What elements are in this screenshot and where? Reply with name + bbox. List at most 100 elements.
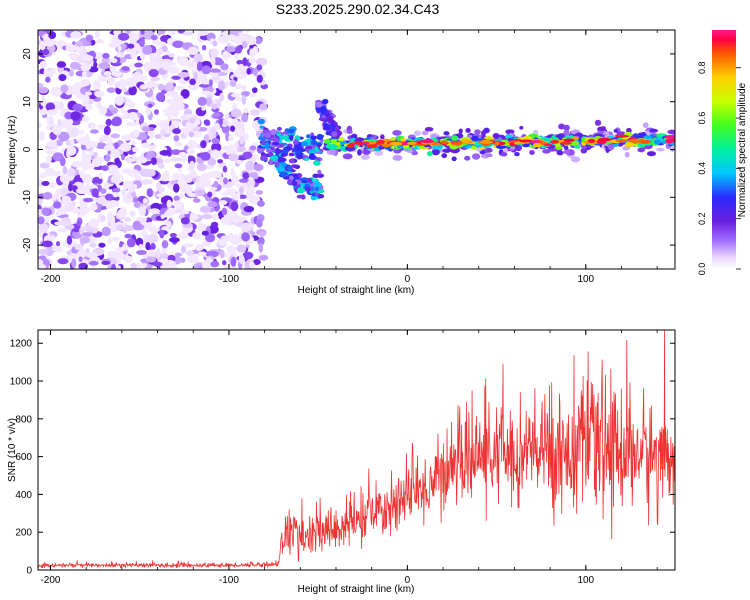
heatmap-signal-halo-cell (622, 146, 629, 151)
heatmap-noise-cell (209, 68, 221, 73)
heatmap-noise-cell (196, 61, 203, 72)
heatmap-noise-cell (255, 190, 264, 195)
heatmap-noise-cell (236, 244, 247, 253)
heatmap-noise-cell (233, 128, 246, 138)
heatmap-noise-cell (127, 43, 135, 49)
heatmap-signal-halo-cell (430, 134, 437, 139)
heatmap-noise-cell (141, 142, 151, 148)
heatmap-signal-halo-cell (594, 119, 602, 126)
snr-ytick-label: 1200 (10, 339, 33, 350)
heatmap-noise-cell (70, 31, 82, 40)
heatmap-noise-cell (161, 61, 171, 71)
heatmap-signal-peak-cell (440, 141, 449, 144)
heatmap-noise-cell (161, 45, 168, 53)
heatmap-noise-cell (174, 252, 183, 257)
heatmap-noise-cell (117, 208, 127, 218)
snr-ytick-label: 800 (15, 414, 32, 425)
heatmap-signal-halo-cell (331, 131, 338, 138)
heatmap-noise-cell (249, 109, 260, 116)
heatmap-noise-cell (205, 96, 213, 107)
heatmap-onset-cell (300, 177, 309, 182)
heatmap-noise-cell (235, 183, 242, 188)
heatmap-signal-halo-cell (503, 148, 508, 153)
heatmap-signal-peak-cell (480, 140, 493, 145)
heatmap-onset-cell (313, 160, 321, 166)
heatmap-noise-cell (180, 245, 187, 254)
heatmap-noise-cell (110, 176, 117, 184)
heatmap-noise-cell (74, 243, 83, 251)
heatmap-noise-cell (248, 261, 255, 269)
colorbar-ticks: 0.0 0.2 0.4 0.6 0.8 (697, 61, 741, 275)
heatmap-noise-cell (114, 157, 120, 165)
heatmap-signal-peak-cell (366, 143, 378, 149)
heatmap-noise-cell (40, 99, 47, 107)
heatmap-noise-cell (103, 70, 112, 77)
heatmap-upper-branch-cell (322, 98, 329, 105)
heatmap-noise-cell (163, 211, 168, 218)
heatmap-noise-cell (95, 38, 104, 44)
heatmap-noise-cell (124, 233, 132, 239)
heatmap-signal-halo-cell (441, 153, 448, 159)
heatmap-noise-cell (98, 172, 103, 179)
heatmap-noise-cell (159, 186, 165, 193)
heatmap-noise-cell (253, 258, 261, 266)
heatmap-onset-cell (272, 148, 277, 152)
heatmap-noise-cell (200, 140, 207, 149)
heatmap-signal-peak-cell (407, 141, 417, 145)
heatmap-noise-cell (107, 137, 113, 147)
heatmap-noise-cell (210, 48, 219, 59)
heatmap-noise-cell (208, 79, 213, 87)
heatmap-noise-cell (179, 192, 184, 200)
heatmap-noise-cell (246, 192, 255, 200)
heatmap-noise-cell (56, 61, 67, 68)
heatmap-noise-cell (145, 107, 151, 116)
heatmap-onset-cell (271, 142, 280, 146)
heatmap-noise-cell (121, 168, 134, 174)
heatmap-noise-cell (218, 176, 224, 185)
heatmap-ytick-label: 10 (22, 96, 33, 108)
heatmap-noise-cell (180, 89, 190, 99)
heatmap-noise-cell (217, 159, 223, 164)
heatmap-noise-cell (72, 103, 84, 112)
heatmap-noise-cell (67, 52, 78, 58)
snr-x-axis-label: Height of straight line (km) (298, 584, 415, 595)
heatmap-signal-halo-cell (581, 145, 587, 150)
heatmap-noise-cell (103, 181, 110, 190)
heatmap-onset-cell (276, 126, 282, 132)
heatmap-noise-cell (212, 40, 218, 47)
heatmap-noise-cell (173, 135, 180, 142)
heatmap-noise-cell (74, 46, 82, 54)
heatmap-noise-cell (179, 127, 190, 133)
heatmap-noise-cell (111, 70, 123, 77)
heatmap-noise-cell (192, 231, 202, 240)
heatmap-onset-cell (289, 175, 294, 180)
heatmap-noise-cell (111, 116, 122, 127)
colorbar-tick-label: 0.4 (697, 162, 707, 175)
heatmap-noise-cell (198, 251, 207, 257)
heatmap-noise-cell (38, 82, 44, 89)
heatmap-noise-cell (258, 242, 264, 253)
heatmap-onset-cell (304, 157, 310, 161)
heatmap-xtick-label: -200 (40, 274, 60, 285)
heatmap-noise-cell (110, 148, 120, 159)
heatmap-noise-cell (145, 242, 151, 251)
heatmap-noise-cell (207, 158, 217, 166)
heatmap-noise-cell (194, 118, 201, 126)
heatmap-noise-cell (141, 263, 148, 268)
heatmap-onset-cell (280, 152, 286, 158)
heatmap-noise-cell (148, 208, 161, 215)
heatmap-noise-cell (104, 193, 114, 201)
heatmap-noise-cell (122, 87, 128, 93)
heatmap-noise-cell (89, 164, 95, 170)
heatmap-noise-cell (251, 87, 258, 94)
heatmap-noise-cell (256, 64, 263, 71)
heatmap-signal-peak-cell (559, 141, 572, 145)
heatmap-onset-cell (291, 181, 298, 186)
heatmap-noise-cell (59, 156, 66, 167)
heatmap-noise-cell (172, 172, 180, 181)
heatmap-noise-cell (230, 125, 236, 132)
heatmap-noise-cell (123, 225, 136, 231)
heatmap-signal-cell (400, 137, 407, 142)
heatmap-noise-cell (126, 122, 138, 127)
heatmap-signal-cell (551, 135, 557, 141)
